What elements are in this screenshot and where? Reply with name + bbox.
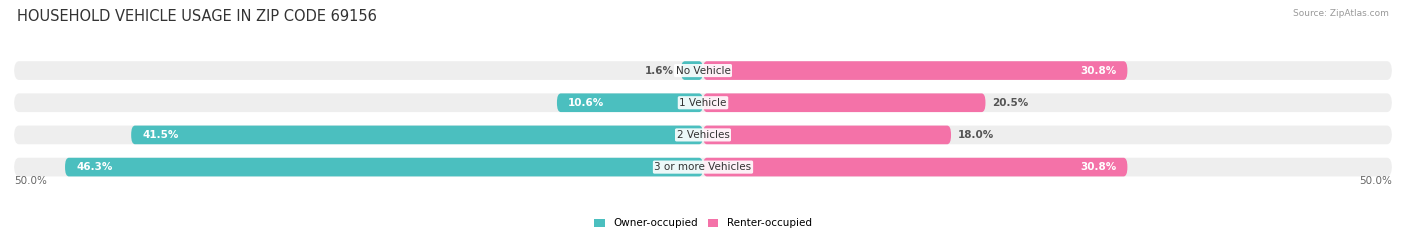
FancyBboxPatch shape bbox=[557, 93, 703, 112]
Text: 1 Vehicle: 1 Vehicle bbox=[679, 98, 727, 108]
Text: 50.0%: 50.0% bbox=[14, 176, 46, 186]
FancyBboxPatch shape bbox=[14, 126, 1392, 144]
Legend: Owner-occupied, Renter-occupied: Owner-occupied, Renter-occupied bbox=[595, 219, 811, 229]
FancyBboxPatch shape bbox=[65, 158, 703, 176]
FancyBboxPatch shape bbox=[131, 126, 703, 144]
FancyBboxPatch shape bbox=[703, 126, 950, 144]
Text: 50.0%: 50.0% bbox=[1360, 176, 1392, 186]
FancyBboxPatch shape bbox=[703, 158, 1128, 176]
Text: 20.5%: 20.5% bbox=[993, 98, 1029, 108]
FancyBboxPatch shape bbox=[703, 93, 986, 112]
Text: 10.6%: 10.6% bbox=[568, 98, 605, 108]
FancyBboxPatch shape bbox=[14, 93, 1392, 112]
FancyBboxPatch shape bbox=[14, 61, 1392, 80]
Text: 30.8%: 30.8% bbox=[1080, 162, 1116, 172]
Text: 30.8%: 30.8% bbox=[1080, 65, 1116, 75]
Text: Source: ZipAtlas.com: Source: ZipAtlas.com bbox=[1294, 9, 1389, 18]
Text: 3 or more Vehicles: 3 or more Vehicles bbox=[654, 162, 752, 172]
Text: No Vehicle: No Vehicle bbox=[675, 65, 731, 75]
FancyBboxPatch shape bbox=[703, 61, 1128, 80]
Text: 46.3%: 46.3% bbox=[76, 162, 112, 172]
FancyBboxPatch shape bbox=[681, 61, 703, 80]
Text: 18.0%: 18.0% bbox=[957, 130, 994, 140]
Text: 41.5%: 41.5% bbox=[142, 130, 179, 140]
Text: 2 Vehicles: 2 Vehicles bbox=[676, 130, 730, 140]
Text: HOUSEHOLD VEHICLE USAGE IN ZIP CODE 69156: HOUSEHOLD VEHICLE USAGE IN ZIP CODE 6915… bbox=[17, 9, 377, 24]
FancyBboxPatch shape bbox=[14, 158, 1392, 176]
Text: 1.6%: 1.6% bbox=[645, 65, 673, 75]
